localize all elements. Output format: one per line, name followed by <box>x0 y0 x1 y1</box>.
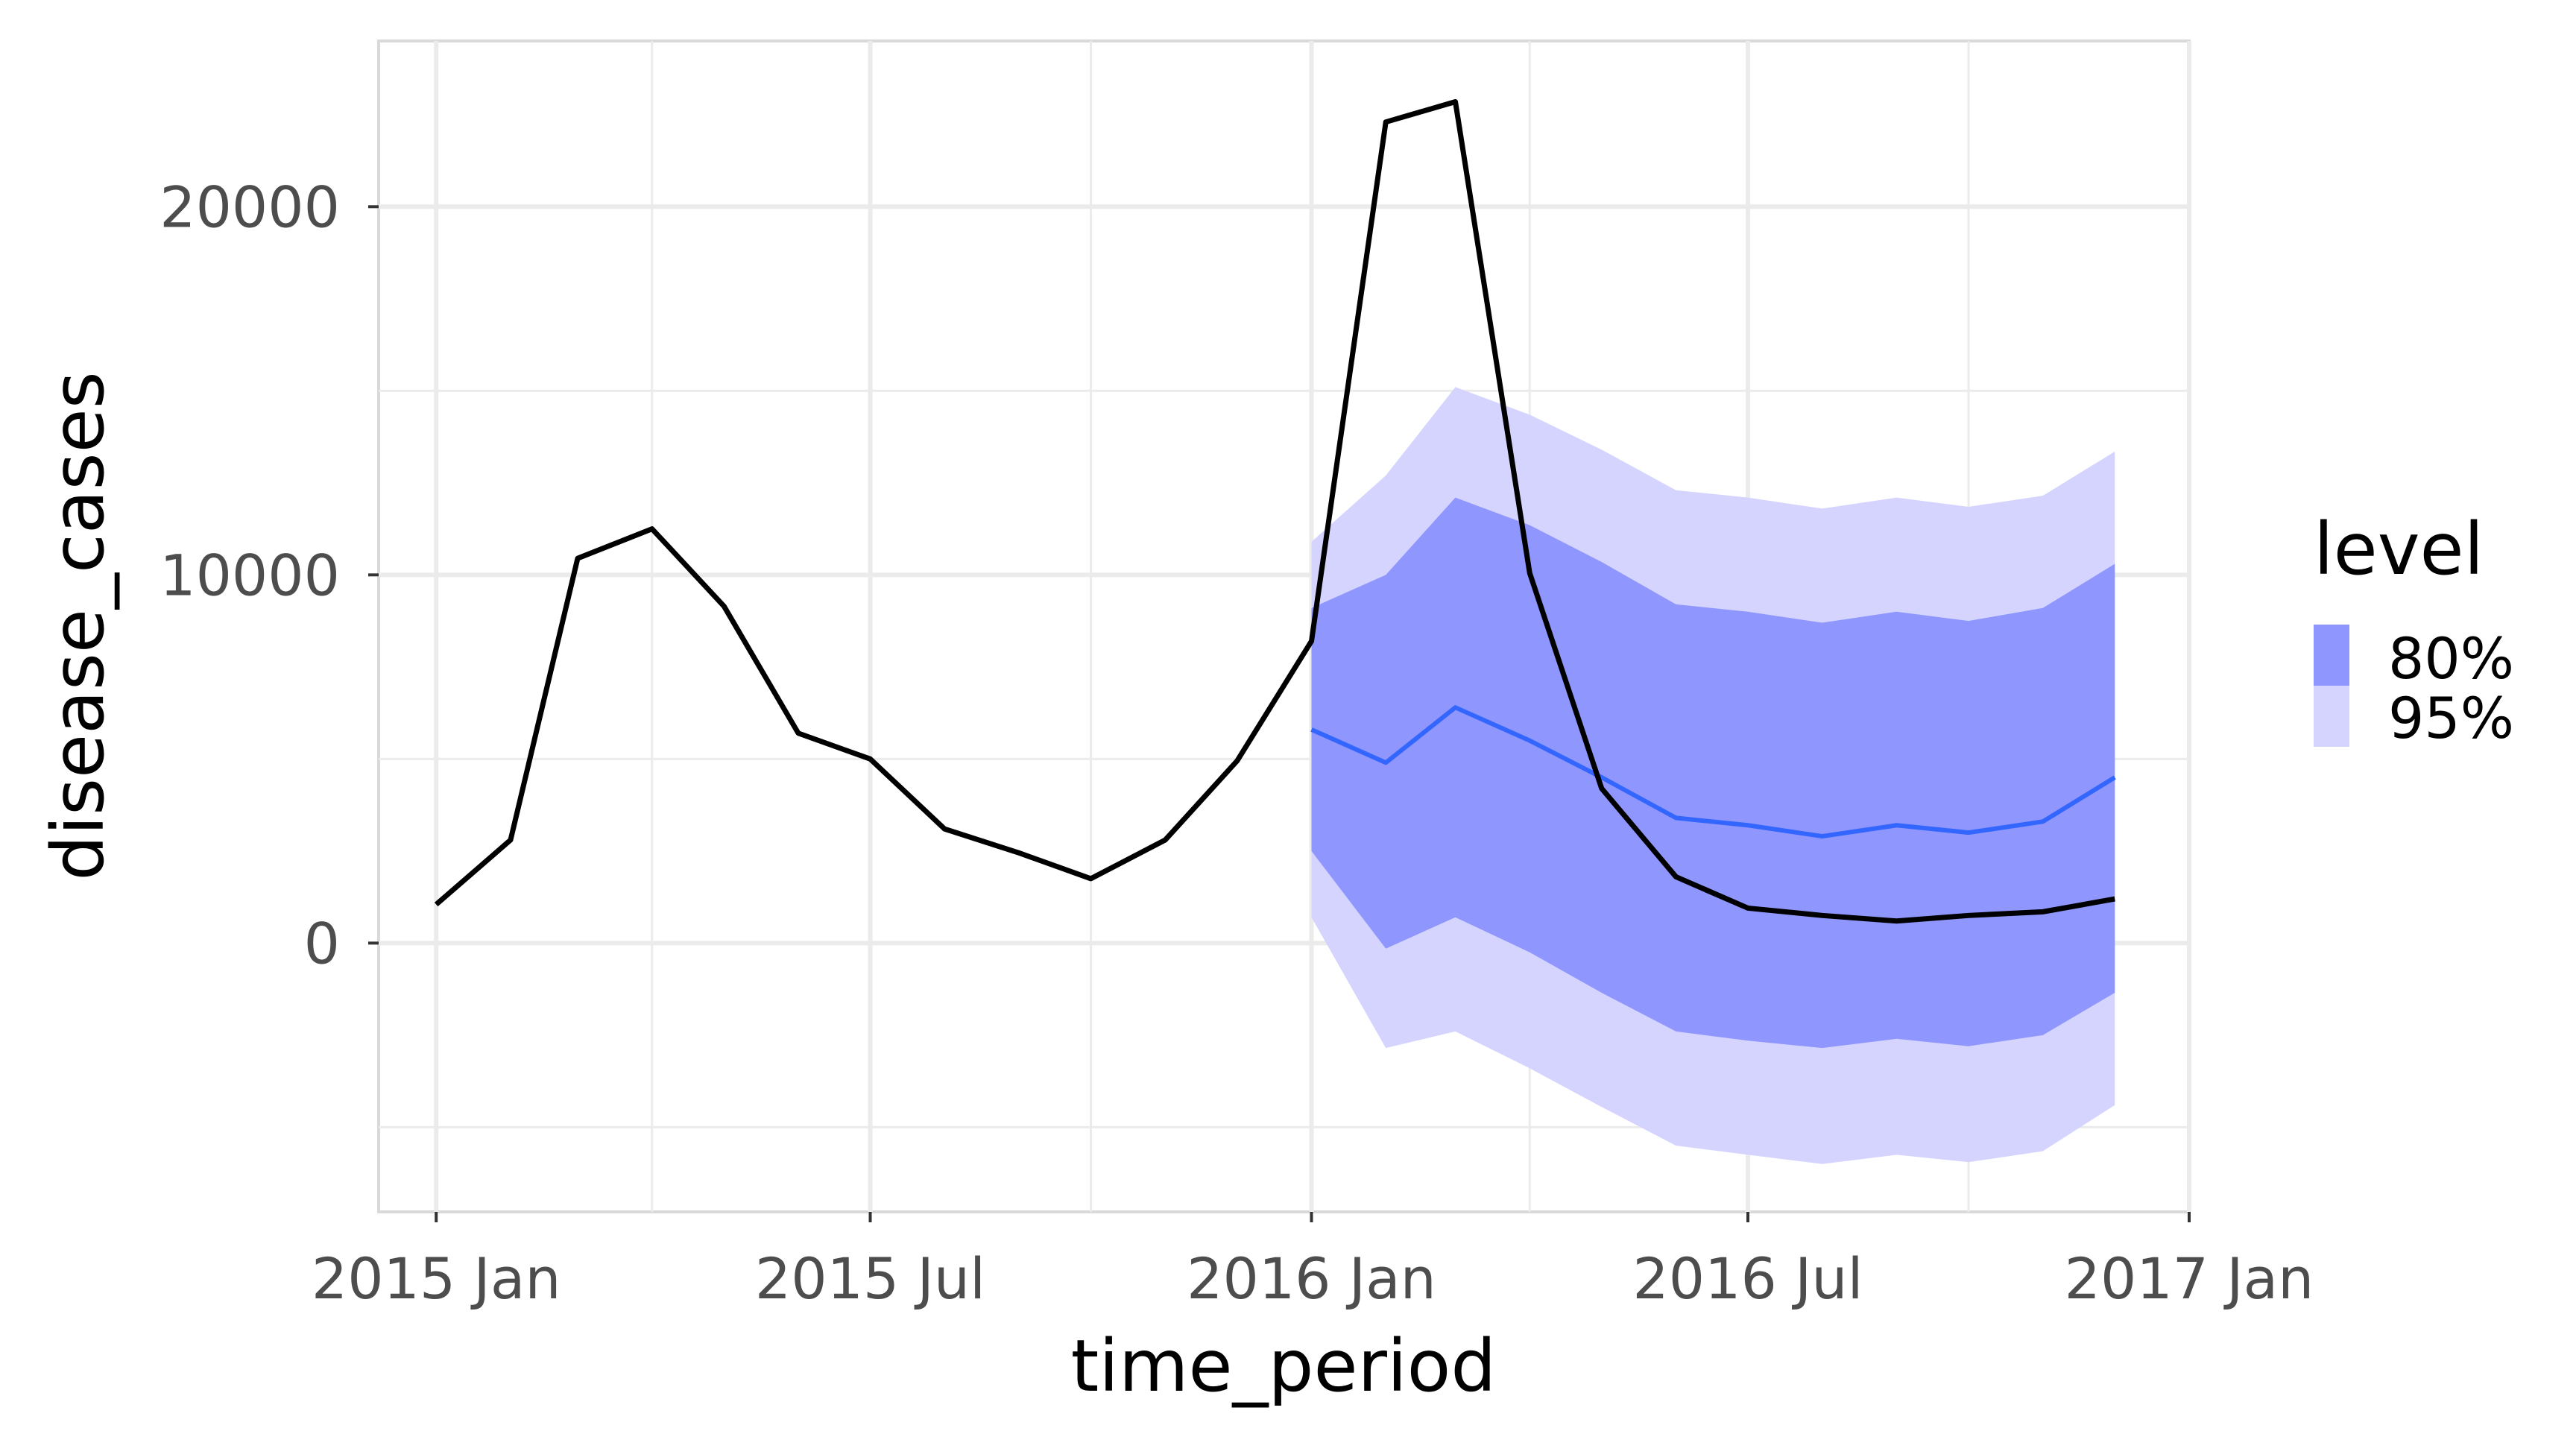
legend-label-95: 95% <box>2388 685 2514 751</box>
x-axis-ticks: 2015 Jan 2015 Jul 2016 Jan 2016 Jul 2017 Jan <box>312 1212 2314 1312</box>
legend-swatch-80 <box>2314 625 2349 686</box>
x-tick-label: 2015 Jan <box>312 1245 561 1312</box>
y-axis-ticks: 0 10000 20000 <box>160 174 379 976</box>
x-axis-title: time_period <box>1071 1324 1497 1408</box>
legend-title: level <box>2314 508 2484 591</box>
legend: level 80% 95% <box>2314 508 2514 751</box>
x-tick-label: 2015 Jul <box>755 1245 985 1312</box>
forecast-median-line <box>1310 705 2116 839</box>
legend-swatch-95 <box>2314 686 2349 747</box>
y-tick-label: 10000 <box>160 542 340 608</box>
legend-label-80: 80% <box>2388 625 2514 692</box>
x-tick-label: 2017 Jan <box>2065 1245 2314 1312</box>
forecast-bands <box>1311 387 2115 1164</box>
series-lines <box>434 99 2116 924</box>
y-tick-label: 0 <box>304 910 340 976</box>
x-tick-label: 2016 Jan <box>1187 1245 1436 1312</box>
band-80 <box>1311 497 2115 1049</box>
observed-line <box>434 99 2115 924</box>
y-axis-title: disease_cases <box>37 371 120 880</box>
x-tick-label: 2016 Jul <box>1632 1245 1863 1312</box>
y-tick-label: 20000 <box>160 174 340 240</box>
